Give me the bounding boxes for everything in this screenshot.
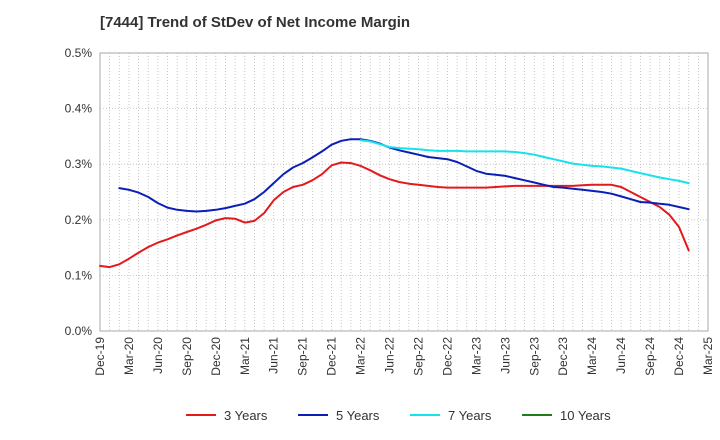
x-tick-label: Dec-20 (209, 337, 223, 376)
x-tick-label: Jun-22 (383, 337, 397, 374)
series-line-3-years (99, 161, 690, 269)
legend-label-7-years: 7 Years (448, 408, 492, 423)
x-tick-label: Jun-20 (151, 337, 165, 374)
plot-area (99, 52, 709, 332)
legend-label-10-years: 10 Years (560, 408, 611, 423)
y-tick-label: 0.3% (65, 157, 93, 171)
x-tick-label: Mar-21 (238, 337, 252, 375)
x-tick-label: Mar-23 (469, 337, 483, 375)
series-line-5-years (118, 138, 690, 213)
series-lines (99, 138, 690, 269)
x-tick-label: Sep-20 (180, 337, 194, 376)
x-tick-label: Sep-22 (411, 337, 425, 376)
x-tick-label: Jun-23 (498, 337, 512, 374)
legend-label-5-years: 5 Years (336, 408, 380, 423)
y-tick-label: 0.5% (65, 46, 93, 60)
x-tick-label: Sep-23 (527, 337, 541, 376)
x-tick-label: Mar-22 (354, 337, 368, 375)
x-tick-label: Dec-21 (325, 337, 339, 376)
x-tick-label: Jun-21 (267, 337, 281, 374)
x-tick-label: Dec-23 (556, 337, 570, 376)
y-tick-label: 0.4% (65, 102, 93, 116)
series-line-7-years (359, 139, 690, 185)
x-tick-label: Mar-25 (701, 337, 715, 375)
x-axis: Dec-19 Mar-20 Jun-20 Sep-20 Dec-20 Mar-21 Jun-… (93, 337, 715, 376)
x-tick-label: Dec-24 (672, 337, 686, 376)
grid-lines (100, 53, 708, 331)
x-tick-label: Sep-24 (643, 337, 657, 376)
x-tick-label: Dec-19 (93, 337, 107, 376)
y-tick-label: 0.0% (65, 324, 93, 338)
x-tick-label: Dec-22 (440, 337, 454, 376)
x-tick-label: Sep-21 (296, 337, 310, 376)
x-tick-label: Mar-20 (122, 337, 136, 375)
legend-label-3-years: 3 Years (224, 408, 268, 423)
chart-title: [7444] Trend of StDev of Net Income Marg… (100, 14, 411, 31)
y-tick-label: 0.1% (65, 268, 93, 282)
y-tick-label: 0.2% (65, 213, 93, 227)
y-axis: 0.0% 0.1% 0.2% 0.3% 0.4% 0.5% (65, 46, 93, 338)
x-tick-label: Mar-24 (585, 337, 599, 375)
x-tick-label: Jun-24 (614, 337, 628, 374)
legend: 3 Years 5 Years 7 Years 10 Years (186, 408, 611, 423)
